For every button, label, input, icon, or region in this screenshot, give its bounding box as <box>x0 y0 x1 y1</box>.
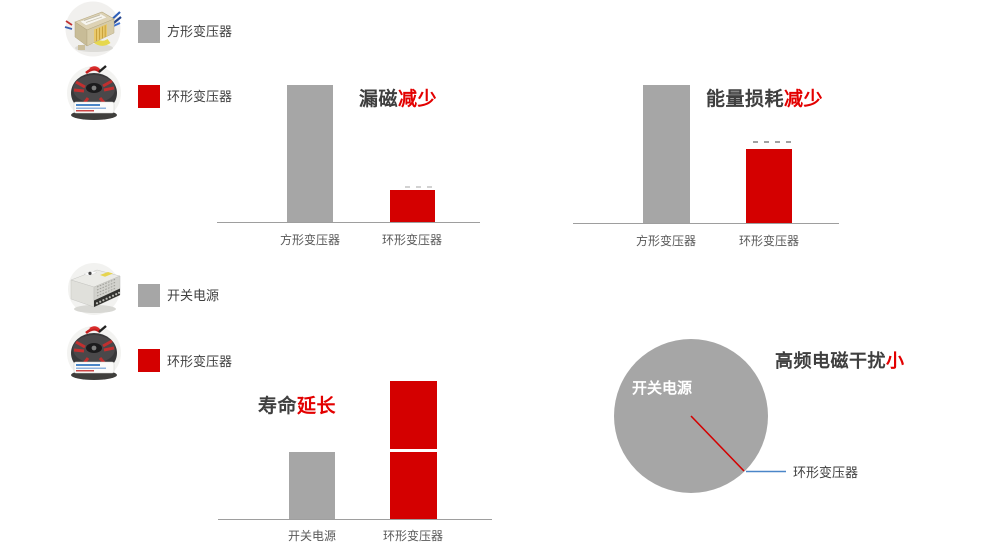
x-tick-label: 环形变压器 <box>738 234 799 248</box>
chart-title-red: 减少 <box>398 89 438 110</box>
chart-title: 寿命延长 <box>258 396 336 417</box>
pie-slice-toroidal-transformer <box>690 415 745 472</box>
square-transformer-photo <box>64 1 122 57</box>
chart-title: 漏磁减少 <box>359 89 437 110</box>
legend-swatch-square-transformer <box>138 20 160 43</box>
x-tick-label: 方形变压器 <box>635 234 696 248</box>
x-axis <box>218 519 492 520</box>
legend-swatch-switching-power-supply <box>138 284 160 307</box>
chart-title-red: 小 <box>886 351 905 371</box>
legend-swatch-toroidal-transformer <box>138 85 160 108</box>
chart-title: 能量损耗减少 <box>706 89 823 110</box>
x-tick-label: 环形变压器 <box>381 233 442 247</box>
legend-label-toroidal-transformer: 环形变压器 <box>167 89 233 104</box>
chart-title-dark: 高频电磁干扰 <box>775 351 886 371</box>
pie-chart <box>614 339 786 493</box>
toroidal-transformer-photo <box>67 65 121 120</box>
chart-title: 高频电磁干扰小 <box>775 351 905 372</box>
bar-segment-upper <box>390 381 437 449</box>
clipped-text-artifact <box>405 186 433 188</box>
x-axis <box>217 222 480 223</box>
x-axis <box>573 223 839 224</box>
switching-power-supply-photo <box>68 263 121 315</box>
legend-label-toroidal-transformer: 环形变压器 <box>167 354 233 369</box>
chart-title-dark: 漏磁 <box>359 89 399 110</box>
chart-title-red: 减少 <box>784 89 824 110</box>
bar-square-transformer <box>287 85 333 223</box>
chart-title-red: 延长 <box>297 396 337 417</box>
bar-switching-power-supply <box>289 452 335 520</box>
bar-toroidal-transformer-segmented <box>390 381 437 520</box>
x-tick-label: 开关电源 <box>287 529 336 543</box>
bar-toroidal-transformer <box>390 190 435 223</box>
legend-swatch-toroidal-transformer <box>138 349 160 372</box>
legend-label-switching-power-supply: 开关电源 <box>167 288 220 303</box>
clipped-text-artifact <box>753 141 793 143</box>
toroidal-transformer-photo <box>67 325 121 380</box>
bar-toroidal-transformer <box>746 149 792 224</box>
chart-title-dark: 寿命 <box>258 396 298 417</box>
bar-square-transformer <box>643 85 690 224</box>
pie-label-toroidal-transformer: 环形变压器 <box>793 465 859 480</box>
x-tick-label: 环形变压器 <box>382 529 443 543</box>
chart-title-dark: 能量损耗 <box>706 89 785 110</box>
legend-label-square-transformer: 方形变压器 <box>167 24 233 39</box>
bar-segment-lower <box>390 452 437 520</box>
x-tick-label: 方形变压器 <box>279 233 340 247</box>
pie-label-switching-power-supply: 开关电源 <box>632 380 693 397</box>
